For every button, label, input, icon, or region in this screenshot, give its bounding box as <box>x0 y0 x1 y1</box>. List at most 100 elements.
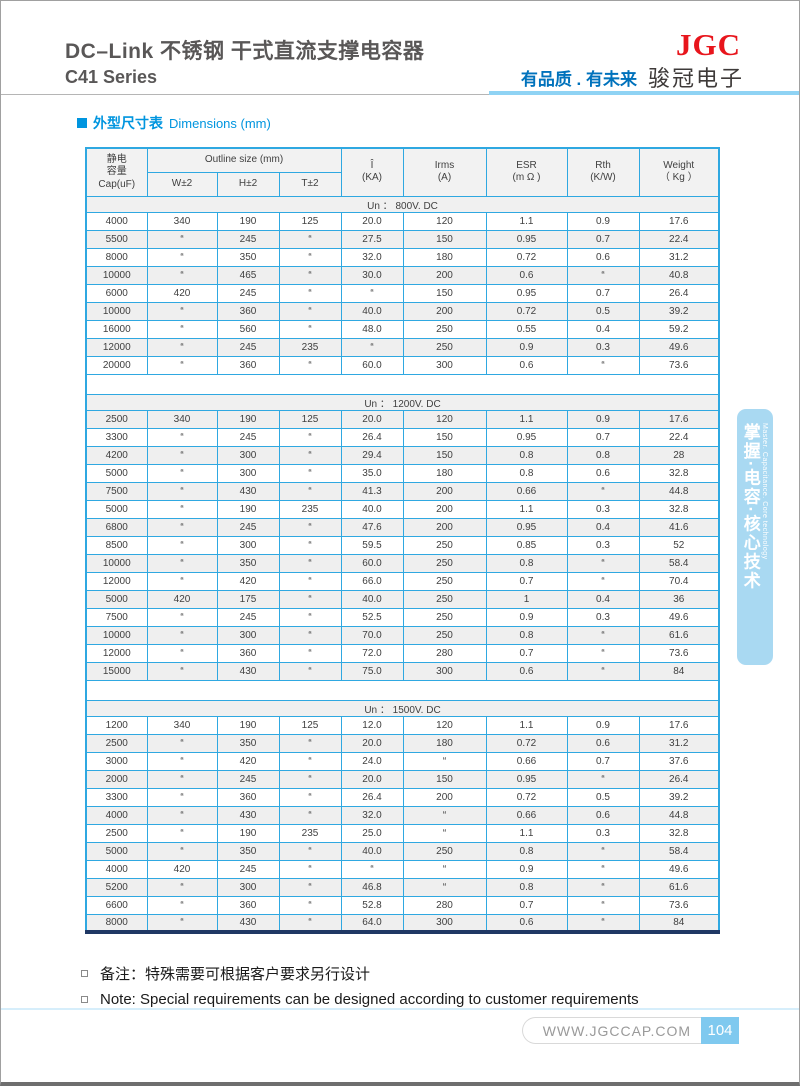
voltage-band-label: Un ： 1200V. DC <box>85 393 720 411</box>
table-row: 5000 “300 “35.0 180 0.8 0.6 32.8 <box>85 463 720 483</box>
table-cell: 59.5 <box>340 535 404 555</box>
table-cell: 31.2 <box>638 733 720 753</box>
table-cell: 0.72 <box>485 733 568 753</box>
table-cell: 6000 <box>85 283 148 303</box>
table-cell: 0.7 <box>566 427 640 447</box>
table-cell: 20.0 <box>340 733 404 753</box>
col-header-irms-line2: (A) <box>437 172 452 184</box>
table-cell: “ <box>278 877 342 897</box>
table-cell: 25.0 <box>340 823 404 843</box>
table-cell: 190 <box>216 715 280 735</box>
table-cell: “ <box>566 895 640 915</box>
table-cell: 32.0 <box>340 247 404 267</box>
table-cell: 300 <box>402 661 487 681</box>
header-divider-blue <box>489 91 799 95</box>
table-cell: 2500 <box>85 733 148 753</box>
table-cell: “ <box>278 643 342 663</box>
table-cell: 125 <box>278 409 342 429</box>
table-cell: 0.5 <box>566 787 640 807</box>
table-cell: “ <box>146 625 218 645</box>
table-cell: 120 <box>402 409 487 429</box>
table-cell: 0.8 <box>566 445 640 465</box>
table-cell: “ <box>566 859 640 879</box>
table-row: 12000 “420 “66.0 250 0.7 “70.4 <box>85 571 720 591</box>
table-cell: 5000 <box>85 463 148 483</box>
table-cell: “ <box>146 301 218 321</box>
table-cell: 360 <box>216 643 280 663</box>
note-zh-line: 备注：特殊需要可根据客户要求另行设计 <box>79 963 639 984</box>
table-row: 2000 “245 “20.0 150 0.95 “26.4 <box>85 769 720 789</box>
table-cell: 300 <box>402 913 487 933</box>
table-cell: 0.8 <box>485 625 568 645</box>
table-cell: “ <box>278 463 342 483</box>
table-cell: 0.6 <box>485 661 568 681</box>
table-cell: “ <box>566 913 640 933</box>
table-cell: 40.0 <box>340 841 404 861</box>
table-cell: 1.1 <box>485 499 568 519</box>
col-header-irms-line1: Irms <box>434 159 455 171</box>
table-row: 6000 420 245 ““150 0.95 0.7 26.4 <box>85 283 720 303</box>
table-cell: 5500 <box>85 229 148 249</box>
table-row: 4000 “430 “32.0 “0.66 0.6 44.8 <box>85 805 720 825</box>
table-cell: 40.0 <box>340 589 404 609</box>
table-cell: “ <box>146 481 218 501</box>
table-cell: 125 <box>278 715 342 735</box>
table-cell: 64.0 <box>340 913 404 933</box>
table-cell: 59.2 <box>638 319 720 339</box>
col-header-irms: Irms (A) <box>402 147 487 197</box>
table-cell: “ <box>566 553 640 573</box>
table-cell: 8500 <box>85 535 148 555</box>
table-cell: 250 <box>402 337 487 357</box>
col-header-weight: Weight （ Kg ） <box>638 147 720 197</box>
table-cell: 0.9 <box>566 211 640 231</box>
table-cell: 32.0 <box>340 805 404 825</box>
table-cell: 245 <box>216 517 280 537</box>
table-cell: 360 <box>216 355 280 375</box>
table-cell: 60.0 <box>340 553 404 573</box>
table-cell: 0.3 <box>566 607 640 627</box>
col-header-cap-line1: 静电 <box>106 153 127 165</box>
table-cell: 0.8 <box>485 877 568 897</box>
table-cell: 0.4 <box>566 319 640 339</box>
col-header-peak-line2: (KA) <box>362 172 382 184</box>
col-header-w: W±2 <box>146 171 218 197</box>
table-cell: 16000 <box>85 319 148 339</box>
table-cell: 190 <box>216 409 280 429</box>
table-cell: 0.3 <box>566 535 640 555</box>
table-cell: 175 <box>216 589 280 609</box>
table-cell: 0.7 <box>485 571 568 591</box>
table-cell: 1.1 <box>485 823 568 843</box>
col-header-esr-line2: (m Ω ) <box>512 172 541 184</box>
table-cell: 200 <box>402 481 487 501</box>
table-cell: “ <box>566 265 640 285</box>
table-cell: 465 <box>216 265 280 285</box>
table-row: 10000 “360 “40.0 200 0.72 0.5 39.2 <box>85 301 720 321</box>
section-title: 外型尺寸表 Dimensions (mm) <box>77 113 271 133</box>
table-cell: 0.66 <box>485 751 568 771</box>
table-row: 6600 “360 “52.8 280 0.7 “73.6 <box>85 895 720 915</box>
table-cell: 0.8 <box>485 445 568 465</box>
table-cell: “ <box>146 877 218 897</box>
table-cell: 0.6 <box>566 805 640 825</box>
table-cell: “ <box>146 787 218 807</box>
table-cell: “ <box>566 643 640 663</box>
table-cell: 7500 <box>85 481 148 501</box>
table-cell: “ <box>146 355 218 375</box>
table-cell: 245 <box>216 229 280 249</box>
table-row: 5000 “190 235 40.0 200 1.1 0.3 32.8 <box>85 499 720 519</box>
table-cell: “ <box>278 481 342 501</box>
notes: 备注：特殊需要可根据客户要求另行设计 Note: Special require… <box>79 963 639 1015</box>
table-cell: 235 <box>278 337 342 357</box>
table-cell: 360 <box>216 787 280 807</box>
col-header-rth-line1: Rth <box>595 159 611 171</box>
table-cell: “ <box>278 769 342 789</box>
table-cell: 2000 <box>85 769 148 789</box>
table-cell: 430 <box>216 913 280 933</box>
table-cell: 250 <box>402 625 487 645</box>
table-cell: 2500 <box>85 409 148 429</box>
table-cell: “ <box>146 229 218 249</box>
table-cell: 200 <box>402 787 487 807</box>
table-cell: 340 <box>146 409 218 429</box>
table-cell: 10000 <box>85 553 148 573</box>
table-cell: 0.4 <box>566 589 640 609</box>
